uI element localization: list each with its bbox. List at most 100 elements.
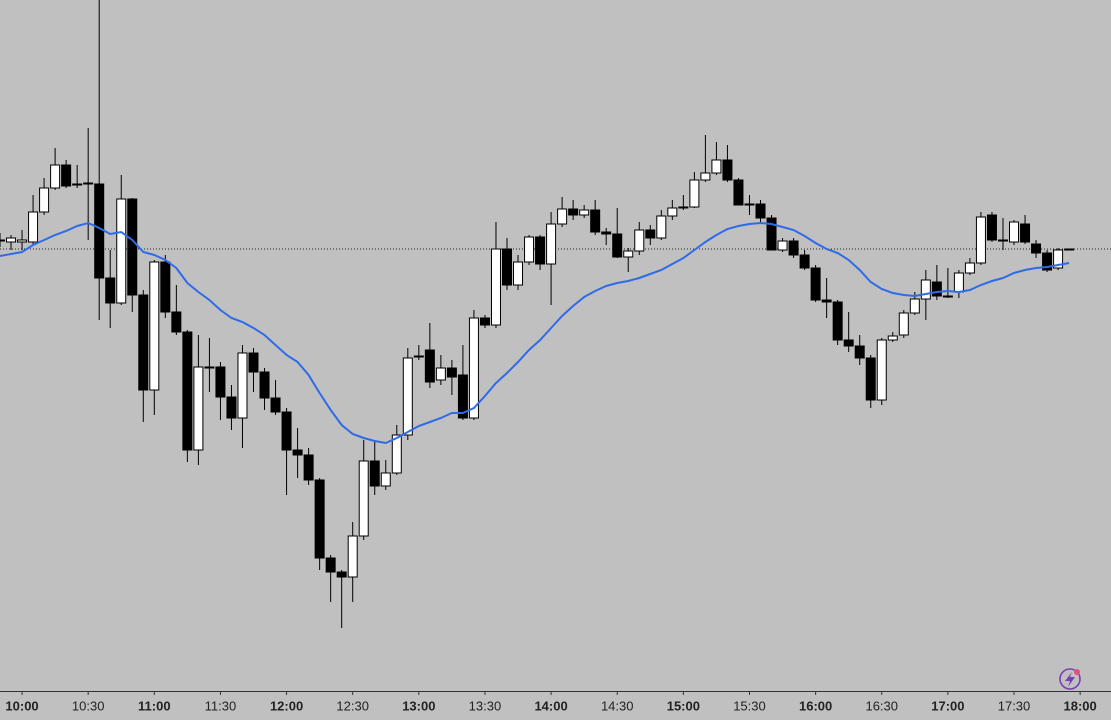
candle-body <box>369 460 380 487</box>
candle-body <box>942 295 953 298</box>
candle-body <box>479 317 490 326</box>
candle-body <box>777 240 788 251</box>
candle-body <box>116 198 127 304</box>
candle-body <box>601 231 612 235</box>
candle-body <box>259 371 270 399</box>
candle-body <box>931 281 942 297</box>
candle-body <box>402 357 413 436</box>
candle-body <box>513 261 524 286</box>
candle-body <box>744 203 755 206</box>
candle-body <box>766 217 777 251</box>
candle-body <box>920 279 931 300</box>
candle-body <box>204 366 215 369</box>
candle-body <box>17 239 28 243</box>
candle-body <box>468 317 479 419</box>
icon-ring <box>1059 668 1081 690</box>
candle-body <box>689 179 700 208</box>
candle-body <box>1053 249 1064 269</box>
x-tick-label: 17:00 <box>931 698 964 713</box>
candle-body <box>1020 223 1031 243</box>
candle-body <box>854 345 865 359</box>
candle-body <box>61 164 72 187</box>
candle-body <box>281 411 292 451</box>
candle-body <box>733 179 744 206</box>
candle-body <box>424 349 435 383</box>
x-tick-label: 17:30 <box>998 698 1031 713</box>
candle-body <box>843 339 854 347</box>
candle-body <box>457 374 468 419</box>
candle-body <box>557 208 568 225</box>
candle-body <box>502 248 513 286</box>
candle-body <box>623 250 634 258</box>
candle-body <box>248 352 259 373</box>
x-tick-label: 12:30 <box>336 698 369 713</box>
moving-average-line <box>0 221 1070 445</box>
candle-body <box>380 472 391 487</box>
x-tick-label: 15:00 <box>667 698 700 713</box>
candle-body <box>171 311 182 333</box>
candle-body <box>50 164 61 189</box>
candle-body <box>1031 243 1042 254</box>
candle-body <box>94 183 105 279</box>
candle-body <box>898 312 909 336</box>
candle-body <box>138 294 149 391</box>
candle-body <box>28 211 39 243</box>
candle-body <box>358 460 369 537</box>
candle-body <box>656 215 667 239</box>
candle-body <box>435 367 446 381</box>
candle-body <box>391 434 402 474</box>
candle-body <box>568 208 579 216</box>
candle-body <box>535 236 546 265</box>
candle-body <box>821 299 832 303</box>
candle-body <box>909 298 920 314</box>
x-tick-label: 11:00 <box>138 698 171 713</box>
x-tick-label: 16:30 <box>865 698 898 713</box>
candle-body <box>160 261 171 313</box>
candle-body <box>711 159 722 174</box>
candle-body <box>314 479 325 559</box>
candle-body <box>182 331 193 451</box>
candle-body <box>667 207 678 217</box>
x-tick-label: 14:00 <box>534 698 567 713</box>
x-tick-label: 18:00 <box>1064 698 1097 713</box>
x-tick-label: 16:00 <box>799 698 832 713</box>
candle-body <box>612 233 623 258</box>
candle-body <box>590 209 601 233</box>
x-tick-label: 10:30 <box>72 698 105 713</box>
candle-body <box>1042 252 1053 271</box>
app-icon[interactable] <box>1059 668 1081 690</box>
candle-body <box>446 367 457 378</box>
candle-body <box>832 301 843 341</box>
candle-body <box>964 262 975 274</box>
candle-body <box>678 206 689 209</box>
candle-body <box>634 229 645 252</box>
x-tick-label: 15:30 <box>733 698 766 713</box>
x-tick-label: 10:00 <box>5 698 38 713</box>
candle-body <box>72 183 83 186</box>
candle-body <box>83 182 94 185</box>
x-tick-label: 13:00 <box>402 698 435 713</box>
candle-body <box>997 239 1008 242</box>
candle-body <box>215 366 226 398</box>
candle-body <box>524 236 535 263</box>
candle-body <box>336 571 347 578</box>
candle-body <box>876 339 887 401</box>
candle-body <box>226 396 237 419</box>
candle-body <box>149 261 160 391</box>
candle-body <box>865 357 876 401</box>
candle-body <box>193 366 204 451</box>
candle-body <box>953 272 964 293</box>
candle-body <box>810 267 821 301</box>
x-tick-label: 13:30 <box>469 698 502 713</box>
candle-body <box>292 449 303 456</box>
candle-body <box>700 172 711 181</box>
candle-body <box>755 203 766 219</box>
x-tick-label: 12:00 <box>270 698 303 713</box>
candle-body <box>105 277 116 304</box>
candle-body <box>722 159 733 181</box>
icon-bolt <box>1065 672 1075 687</box>
icon-dot <box>1074 669 1080 675</box>
candle-body <box>490 248 501 326</box>
